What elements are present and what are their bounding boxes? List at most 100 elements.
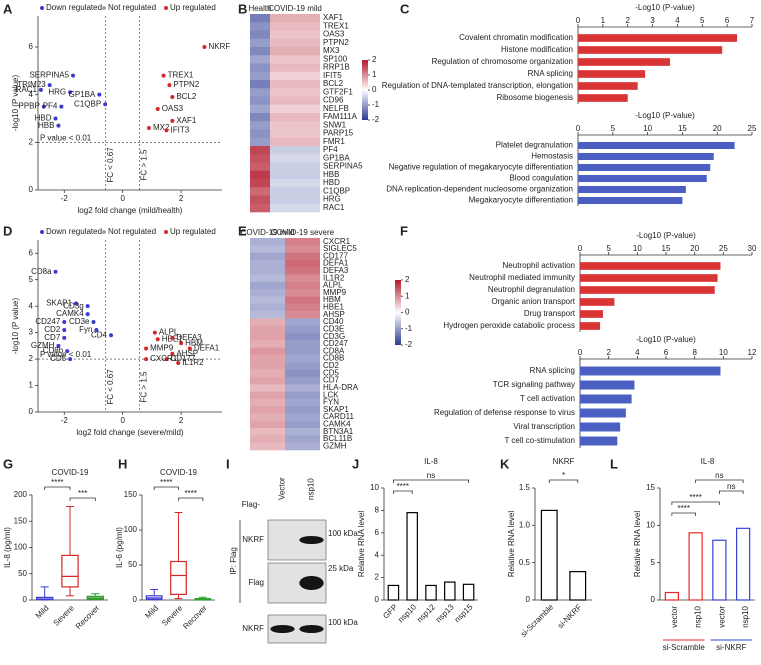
gene-label: GP1BA	[69, 90, 96, 99]
heat-cell	[250, 113, 270, 122]
heat-cell	[250, 333, 285, 341]
gene-label: BCL2	[323, 79, 344, 88]
panel-label: I	[226, 456, 230, 471]
data-point	[59, 104, 64, 109]
color-tick-label: -1	[372, 100, 380, 109]
gene-label: OAS3	[323, 30, 345, 39]
gene-label: CD3G	[323, 332, 345, 341]
heat-cell	[250, 274, 285, 283]
significance-bracket	[695, 479, 744, 483]
significance-bracket	[718, 490, 744, 494]
gene-label: XAF1	[323, 13, 344, 22]
y-axis-label: -log10 (P value)	[11, 75, 20, 132]
x-axis-label: -Log10 (P-value)	[635, 3, 695, 12]
gene-label: OAS3	[162, 104, 184, 113]
bar	[578, 174, 707, 183]
significance-label: ****	[184, 489, 196, 498]
gene-label: CD5	[323, 368, 340, 377]
gene-label: SKAP1	[46, 299, 72, 308]
gene-label: DEFA1	[323, 259, 349, 268]
data-point	[161, 73, 166, 78]
x-tick-label: 0	[120, 416, 125, 425]
color-tick-label: -2	[405, 340, 413, 349]
legend-marker	[40, 230, 44, 234]
data-point	[187, 346, 192, 351]
color-bar	[362, 60, 368, 120]
y-tick-label: 2	[375, 573, 380, 582]
bar	[578, 70, 646, 78]
bar	[462, 583, 475, 601]
y-tick-label: 0	[29, 407, 34, 416]
y-tick-label: 15	[646, 483, 655, 492]
y-tick-label: 150	[14, 516, 28, 525]
row-label: Flag	[248, 578, 264, 587]
bar	[580, 380, 635, 390]
x-tick-label: 2	[606, 348, 611, 357]
heat-cell	[270, 14, 320, 23]
bar	[580, 274, 718, 282]
category-label: Covalent chromatin modification	[459, 33, 573, 42]
gene-label: CD96	[323, 96, 344, 105]
bar	[580, 310, 603, 318]
gene-label: CD8a	[31, 267, 52, 276]
gene-label: BTN3A1	[323, 427, 354, 436]
data-point	[65, 349, 70, 354]
y-tick-label: 8	[375, 506, 380, 515]
row-label: NKRF	[242, 535, 264, 544]
heat-cell	[285, 398, 320, 407]
category-label: Viral transcription	[513, 422, 575, 431]
data-point	[62, 335, 67, 340]
gene-label: CD5	[50, 354, 67, 363]
category-label: Regulation of defense response to virus	[434, 408, 575, 417]
bar	[578, 141, 735, 150]
data-point	[152, 330, 157, 335]
category-label: nsp10	[694, 605, 703, 627]
threshold-label: FC < 0.67	[106, 369, 115, 405]
gene-label: HBB	[38, 121, 54, 130]
gene-label: HBM	[185, 338, 203, 347]
y-tick-label: 100	[124, 525, 138, 534]
data-point	[146, 126, 151, 131]
gene-label: GP1BA	[323, 153, 350, 162]
data-point	[68, 90, 73, 95]
category-label: Regulation of chromosome organization	[432, 57, 573, 66]
heat-cell	[250, 71, 270, 81]
heat-cell	[250, 63, 270, 73]
gene-label: IFIT3	[171, 126, 190, 135]
gene-label: MMP9	[323, 288, 347, 297]
x-tick-label: 6	[664, 348, 669, 357]
data-point	[155, 337, 160, 342]
bar	[578, 34, 738, 42]
bar	[578, 94, 628, 102]
y-tick-label: 50	[128, 560, 137, 569]
heat-cell	[270, 203, 320, 213]
gene-label: TREX1	[168, 71, 194, 80]
heat-cell	[270, 146, 320, 155]
gene-label: MX2	[153, 123, 170, 132]
category-label: Neutrophil activation	[503, 261, 575, 270]
chart-title: IL-8	[424, 457, 438, 466]
gene-label: MX3	[323, 46, 340, 55]
x-tick-label: 10	[719, 348, 728, 357]
category-label: T cell activation	[520, 394, 575, 403]
gene-label: SP100	[323, 54, 348, 63]
y-tick-label: 4	[375, 550, 380, 559]
gene-label: CD2	[44, 325, 61, 334]
gene-label: SKAP1	[323, 405, 349, 414]
heat-cell	[270, 113, 320, 122]
x-tick-label: 15	[678, 124, 687, 133]
x-tick-label: 2	[179, 416, 184, 425]
blot-band	[270, 625, 295, 633]
heat-cell	[250, 96, 270, 106]
heat-cell	[270, 88, 320, 97]
heat-cell	[270, 96, 320, 106]
category-label: nsp10	[741, 605, 750, 627]
heat-cell	[270, 104, 320, 114]
heat-cell	[250, 238, 285, 246]
category-label: Megakaryocyte differentiation	[469, 196, 573, 205]
significance-label: ****	[160, 478, 172, 487]
heat-cell	[285, 354, 320, 363]
x-axis-label: log2 fold change (severe/mild)	[76, 428, 184, 437]
x-tick-label: 5	[700, 16, 705, 25]
